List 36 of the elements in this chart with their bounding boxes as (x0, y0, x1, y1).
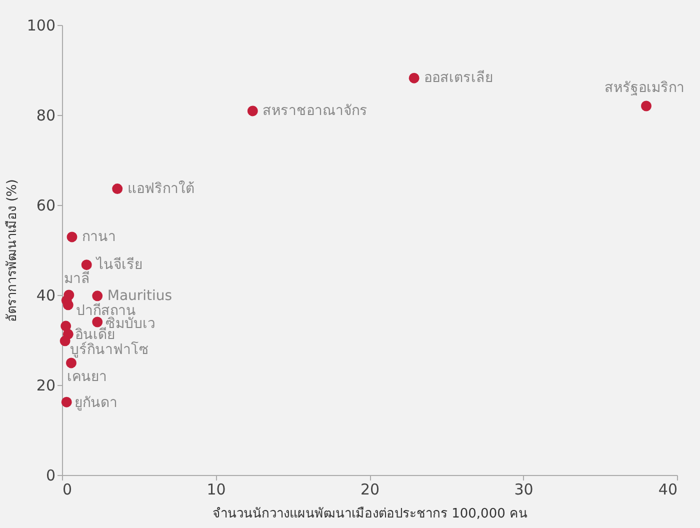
point (112, 184, 123, 194)
y-axis-title: อัตราการพัฒนาเมือง (%) (4, 179, 20, 322)
point (92, 316, 103, 328)
annotation: ไนจีเรีย (96, 256, 143, 273)
annotation: บูร์กินาฟาโซ (70, 340, 150, 358)
point (81, 260, 92, 270)
point (641, 100, 652, 112)
annotation: สหรัฐอเมริกา (604, 80, 684, 96)
point (247, 106, 258, 116)
annotation: เคนยา (67, 368, 108, 385)
point (60, 336, 70, 346)
y-tick-label: 60 (36, 196, 56, 214)
x-tick-label: 20 (360, 480, 380, 498)
annotation: แอฟริกาใต้ (127, 180, 194, 197)
x-tick-label: 40 (658, 480, 678, 498)
x-tick-label: 10 (206, 480, 226, 498)
x-axis-title: จำนวนนักวางแผนพัฒนาเมืองต่อประชากร 100,000 คน (212, 506, 528, 522)
y-tick-label: 40 (36, 286, 56, 304)
x-tick-label: 0 (62, 480, 72, 498)
y-tick-label: 20 (36, 376, 56, 394)
annotation: สหราชอาณาจักร (262, 102, 368, 119)
annotation: ยูกันดา (74, 395, 118, 412)
y-tick-label: 100 (26, 16, 56, 34)
point (62, 300, 74, 310)
point (92, 290, 103, 302)
y-tick-label: 0 (46, 466, 56, 484)
point (66, 358, 76, 368)
x-tick-label: 30 (514, 480, 534, 498)
annotation: ออสเตรเลีย (424, 70, 494, 86)
annotation: Mauritius (107, 288, 172, 304)
y-tick-label: 80 (36, 106, 56, 124)
annotation: มาลี (64, 271, 90, 287)
point (66, 232, 78, 242)
point (408, 72, 420, 84)
annotation: กานา (82, 228, 116, 245)
point (61, 396, 72, 408)
